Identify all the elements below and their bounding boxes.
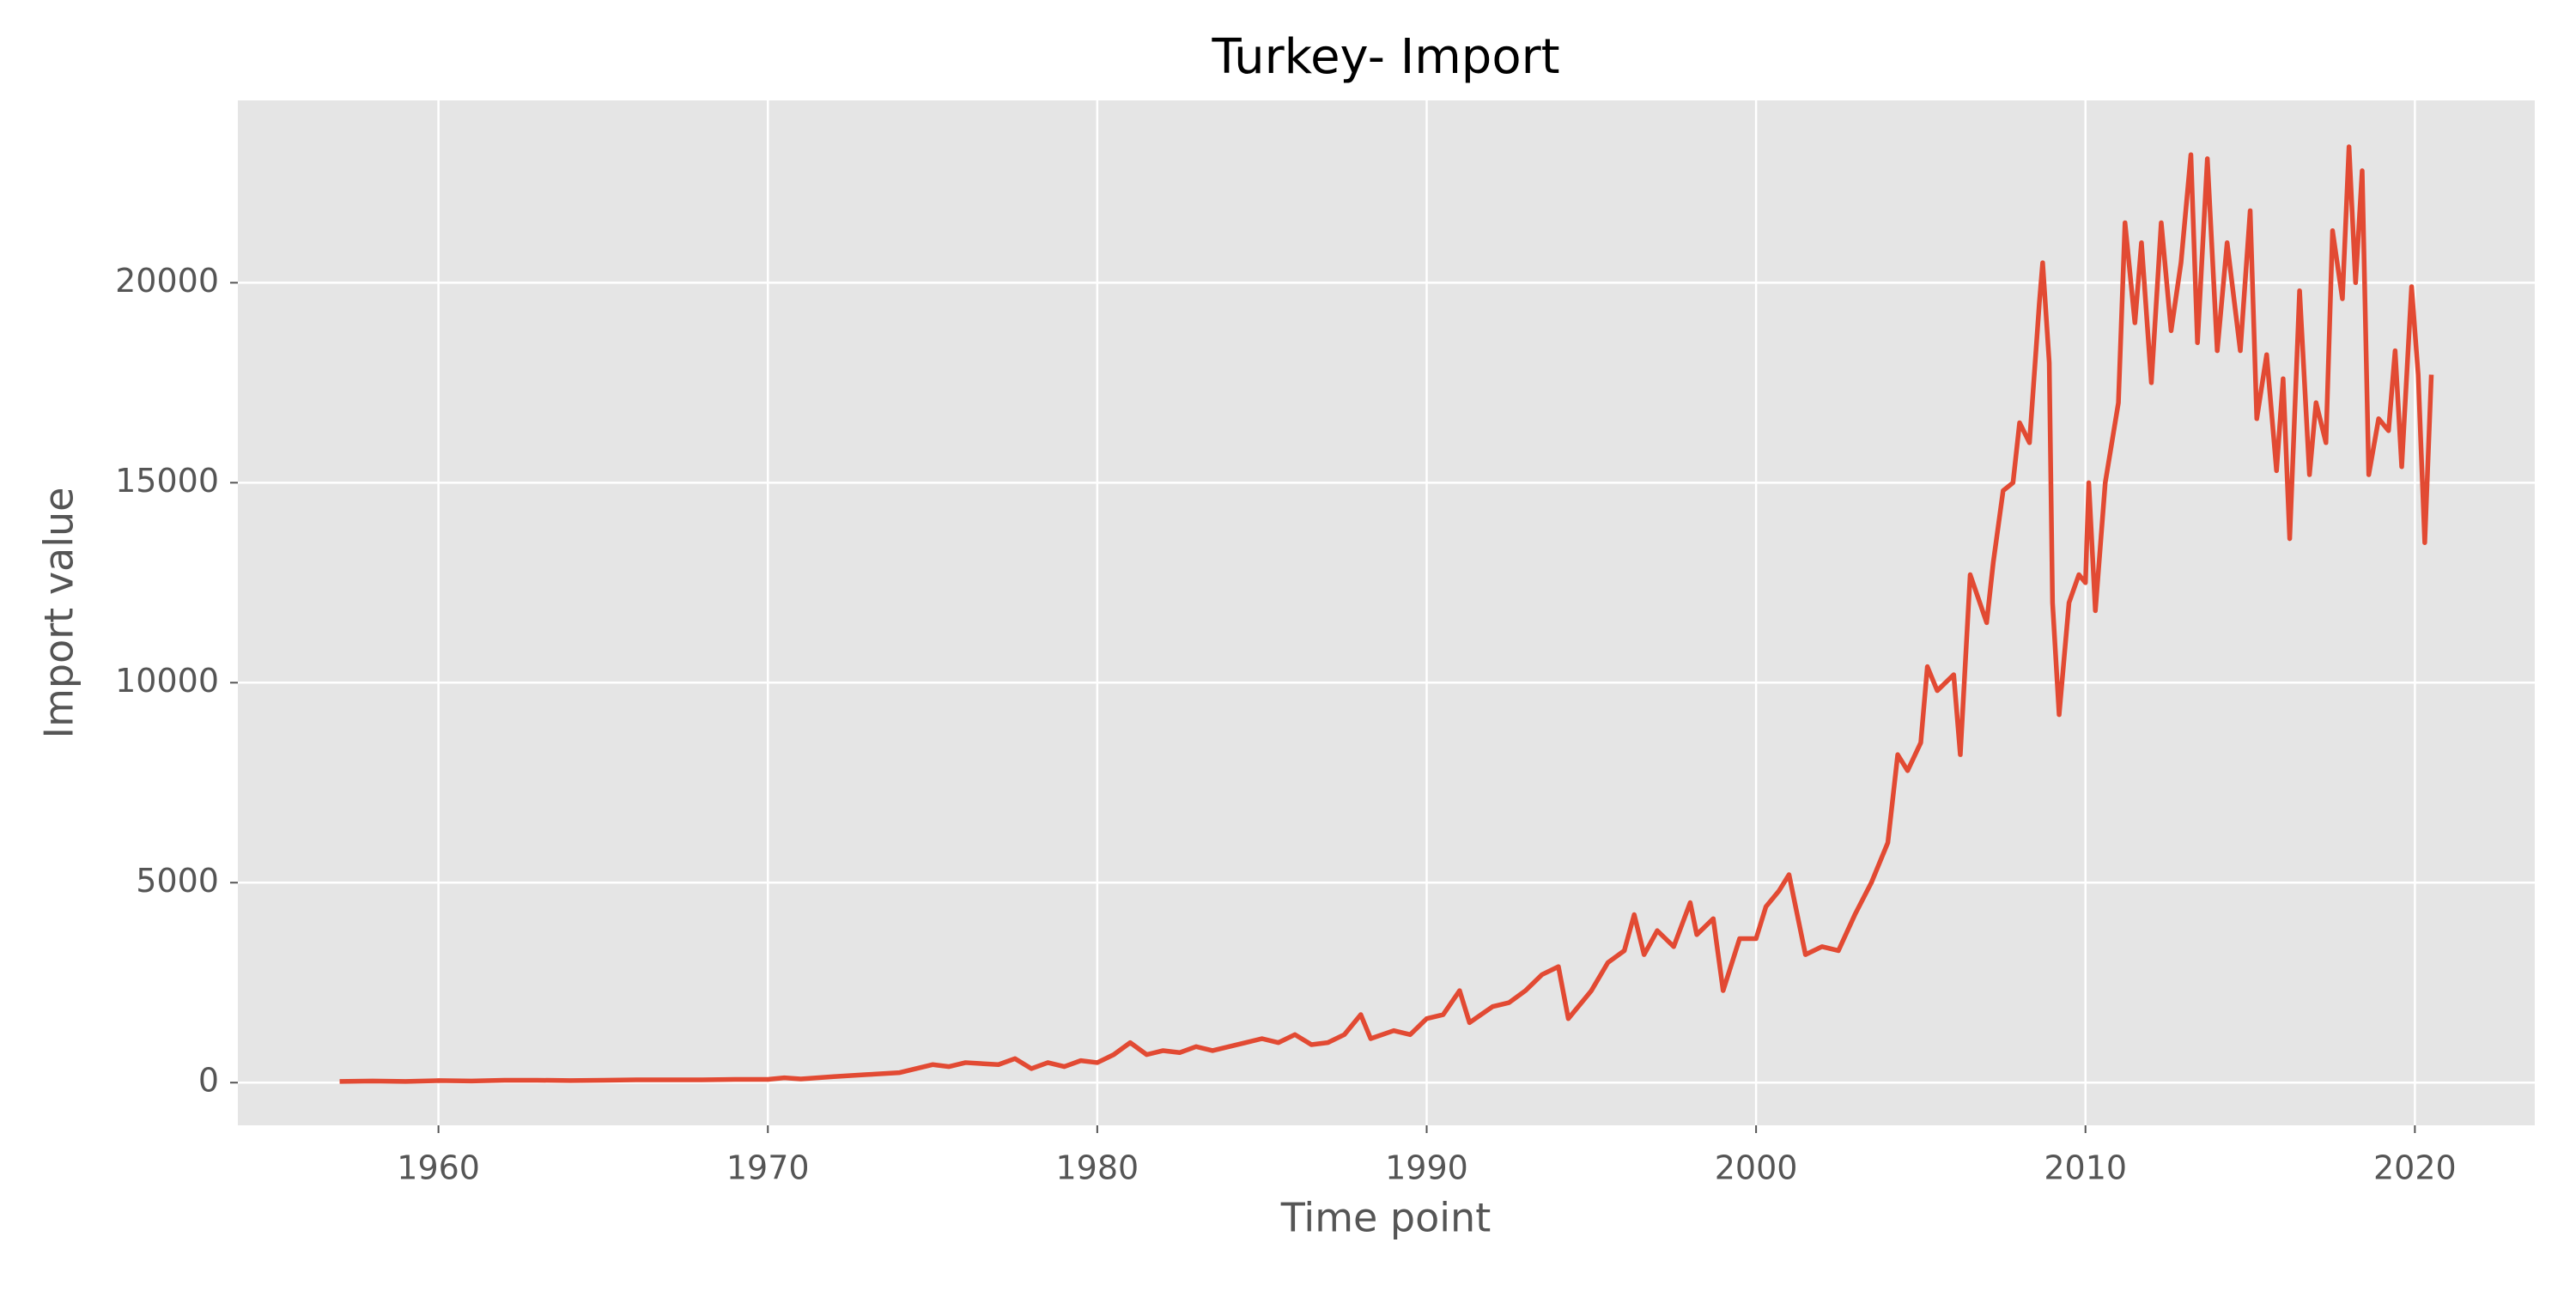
chart-title: Turkey- Import	[1211, 29, 1559, 85]
y-tick-label: 20000	[115, 262, 219, 300]
data-line	[339, 144, 2434, 1084]
y-axis-label: Import value	[36, 488, 82, 739]
plot-area	[238, 100, 2535, 1125]
y-tick-label: 0	[198, 1062, 219, 1100]
y-tick-label: 10000	[115, 662, 219, 700]
x-tick-label: 1990	[1385, 1149, 1468, 1187]
x-tick-label: 1960	[397, 1149, 480, 1187]
x-tick-label: 1980	[1056, 1149, 1139, 1187]
y-tick-label: 5000	[136, 862, 219, 900]
x-tick-label: 1970	[726, 1149, 810, 1187]
x-axis-label: Time point	[1280, 1195, 1492, 1241]
x-tick-label: 2000	[1715, 1149, 1798, 1187]
x-tick-label: 2010	[2044, 1149, 2127, 1187]
x-tick-label: 2020	[2373, 1149, 2457, 1187]
y-tick-label: 15000	[115, 462, 219, 500]
